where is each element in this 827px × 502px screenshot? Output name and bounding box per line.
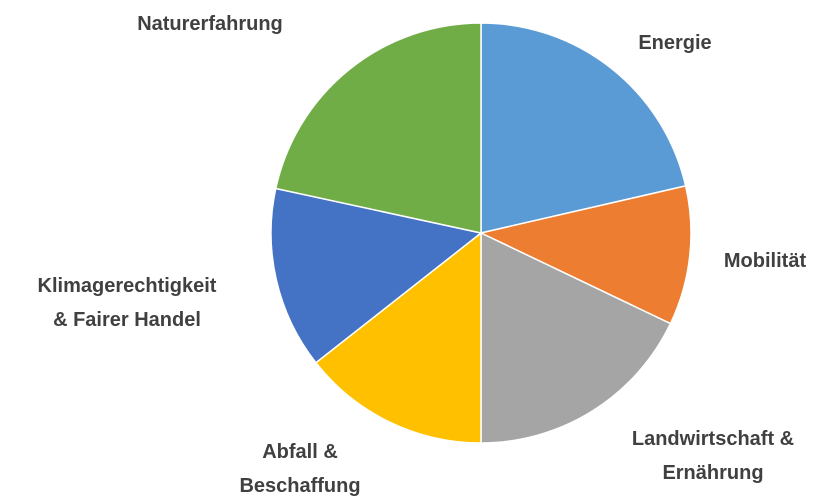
slice-label: Abfall & Beschaffung <box>239 441 360 497</box>
pie-slice <box>314 231 482 444</box>
slice-label: Klimagerechtigkeit & Fairer Handel <box>38 275 217 331</box>
pie-slice <box>274 22 482 234</box>
slice-label: Naturerfahrung <box>137 13 283 35</box>
pie-slice <box>480 22 687 234</box>
slice-label: Landwirtschaft & Ernährung <box>632 428 794 484</box>
slice-label: Energie <box>638 32 711 54</box>
pie-slice <box>480 231 672 444</box>
slice-label: Mobilität <box>724 250 807 272</box>
pie-slice <box>478 185 692 325</box>
pie-slice <box>270 187 483 364</box>
